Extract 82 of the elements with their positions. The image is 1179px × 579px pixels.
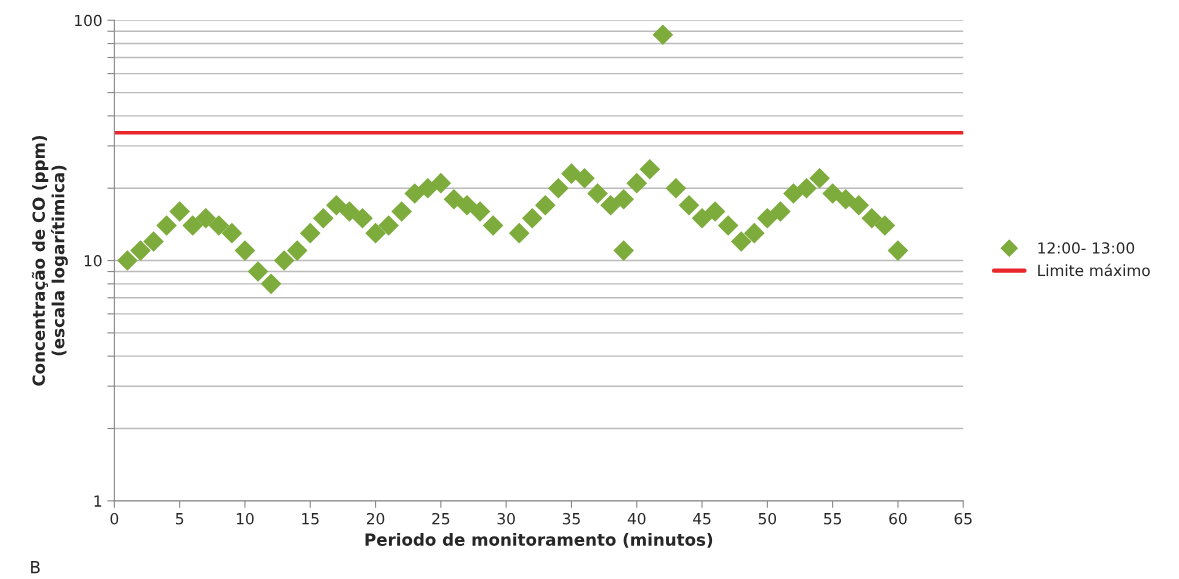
point xyxy=(286,240,308,261)
point xyxy=(717,215,739,236)
x-tick-label: 25 xyxy=(432,512,450,525)
point xyxy=(574,167,595,189)
point xyxy=(404,183,426,204)
point xyxy=(247,261,269,282)
point xyxy=(704,201,726,222)
x-tick-label: 5 xyxy=(175,513,184,525)
point xyxy=(326,194,347,216)
x-tick-label: 60 xyxy=(889,512,907,525)
point xyxy=(613,240,634,261)
point xyxy=(770,201,791,222)
point xyxy=(639,158,661,180)
point xyxy=(430,172,452,194)
x-tick-label: 30 xyxy=(497,512,515,525)
point xyxy=(887,240,909,261)
x-axis-title: Periodo de monitoramento (minutos) xyxy=(365,532,713,548)
point xyxy=(796,177,817,199)
x-tick-label: 50 xyxy=(758,512,777,525)
point xyxy=(117,250,138,271)
point xyxy=(743,222,765,244)
point xyxy=(874,215,896,236)
point xyxy=(443,188,465,210)
point xyxy=(313,207,334,229)
y-tick-label: 10 xyxy=(84,255,102,267)
y-axis-title: Concentração de CO (ppm) (escala logarítimica) xyxy=(31,135,68,386)
point xyxy=(365,222,386,244)
point xyxy=(169,201,190,222)
legend-label: 12:00- 13:00 xyxy=(1038,242,1135,254)
point xyxy=(417,177,439,199)
point xyxy=(273,250,295,271)
x-tick-label: 40 xyxy=(627,512,646,525)
point xyxy=(208,215,230,236)
legend-label: Limite máximo xyxy=(1038,263,1150,277)
y-tick-label: 100 xyxy=(75,14,102,27)
point xyxy=(143,231,164,252)
point xyxy=(809,167,830,189)
x-tick-label: 55 xyxy=(824,513,842,525)
point xyxy=(861,207,883,229)
point xyxy=(561,163,582,184)
point xyxy=(678,194,700,216)
point xyxy=(613,188,634,210)
point xyxy=(548,177,569,199)
point xyxy=(848,194,870,216)
point xyxy=(299,222,321,244)
point xyxy=(339,201,360,222)
point xyxy=(391,201,412,222)
point xyxy=(730,231,752,252)
point xyxy=(521,207,543,229)
point xyxy=(600,194,621,216)
point xyxy=(757,207,778,229)
point xyxy=(195,207,217,229)
point xyxy=(182,215,204,236)
point xyxy=(691,207,713,229)
point xyxy=(482,215,504,236)
point xyxy=(378,215,399,236)
point xyxy=(626,172,648,194)
point xyxy=(652,24,674,46)
y-tick-label: 1 xyxy=(94,495,102,507)
point xyxy=(587,183,608,204)
point xyxy=(665,177,687,199)
text: B xyxy=(31,561,40,574)
point xyxy=(822,183,843,204)
point xyxy=(260,273,282,295)
point xyxy=(221,222,243,244)
x-tick-label: 0 xyxy=(110,512,119,525)
point xyxy=(156,215,177,236)
point xyxy=(352,207,373,229)
point xyxy=(456,194,478,216)
x-tick-label: 45 xyxy=(693,513,711,525)
point xyxy=(469,201,491,222)
x-tick-label: 15 xyxy=(302,513,319,525)
point xyxy=(783,183,804,204)
point xyxy=(234,240,256,261)
x-tick-label: 10 xyxy=(236,512,254,525)
point xyxy=(535,194,556,216)
point xyxy=(130,240,151,261)
x-tick-label: 20 xyxy=(366,512,385,525)
x-tick-label: 35 xyxy=(562,512,580,525)
point xyxy=(835,188,857,210)
point xyxy=(508,222,530,244)
x-tick-label: 65 xyxy=(954,512,972,525)
